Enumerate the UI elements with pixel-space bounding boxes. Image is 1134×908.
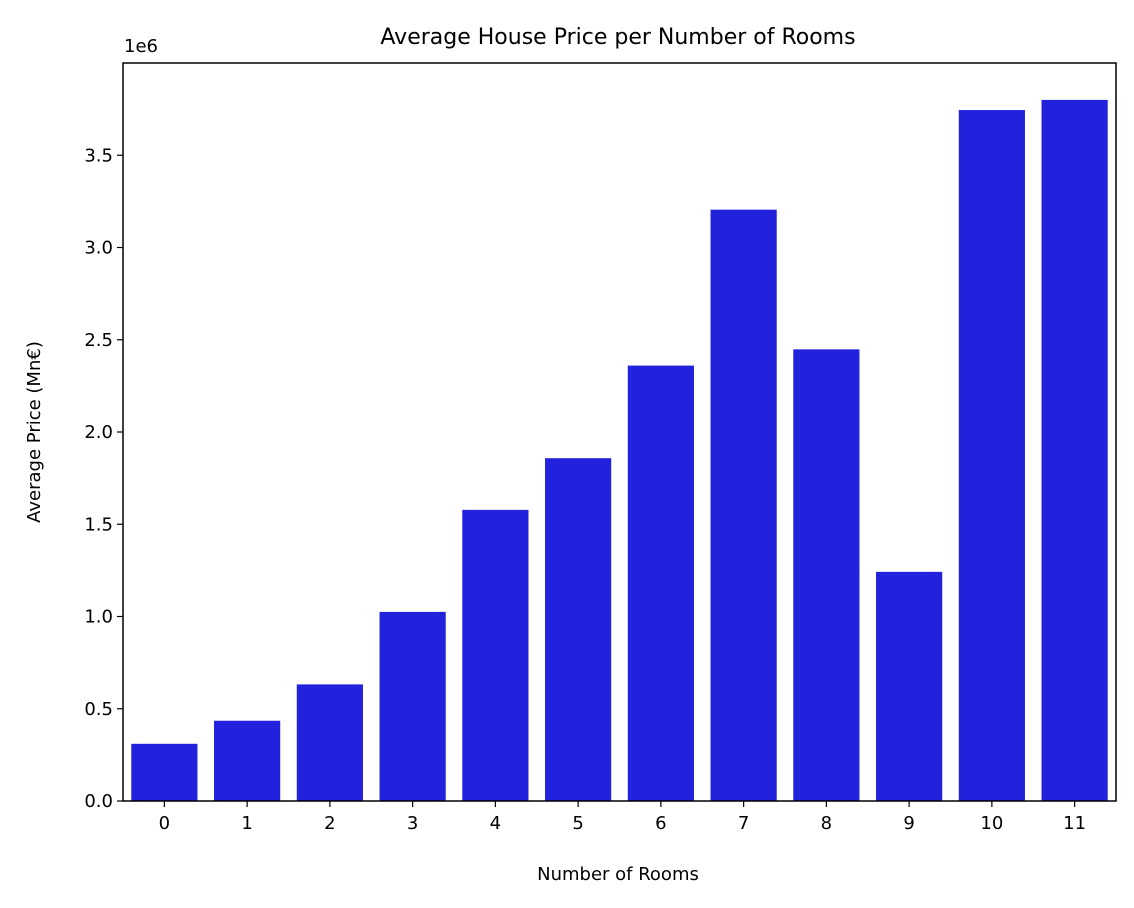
y-tick-label: 1.0: [84, 607, 113, 628]
x-tick-label: 11: [1063, 813, 1086, 834]
x-tick-label: 2: [324, 813, 335, 834]
x-tick-label: 1: [241, 813, 252, 834]
y-ticks-group: 0.0 0.5 1.0 1.5 2.0 2.5 3.0 3.5: [84, 145, 123, 812]
y-tick-label: 1.5: [84, 514, 113, 535]
y-axis-label: Average Price (Mn€): [24, 341, 45, 523]
bar-1: [214, 720, 281, 801]
y-tick-label: 3.5: [84, 145, 113, 166]
x-tick-label: 3: [407, 813, 418, 834]
bar-5: [545, 458, 612, 801]
y-tick-label: 3.0: [84, 238, 113, 259]
x-axis-label: Number of Rooms: [537, 864, 699, 885]
y-offset-label: 1e6: [124, 36, 158, 57]
x-ticks-group: 0 1 2 3 4 5 6 7 8 9 10 11: [159, 801, 1086, 834]
bars-group: [131, 99, 1108, 802]
x-tick-label: 5: [572, 813, 583, 834]
bar-4: [462, 509, 529, 801]
x-tick-label: 6: [655, 813, 666, 834]
chart-title: Average House Price per Number of Rooms: [380, 25, 855, 50]
x-tick-label: 10: [980, 813, 1003, 834]
bar-7: [710, 209, 777, 802]
y-tick-label: 0.0: [84, 791, 113, 812]
y-tick-label: 0.5: [84, 699, 113, 720]
x-tick-label: 8: [821, 813, 832, 834]
y-tick-label: 2.5: [84, 330, 113, 351]
bar-3: [379, 611, 446, 801]
x-tick-label: 4: [490, 813, 501, 834]
bar-6: [627, 365, 694, 801]
bar-10: [958, 110, 1025, 802]
x-tick-label: 0: [159, 813, 170, 834]
bar-11: [1041, 99, 1108, 801]
bar-8: [793, 349, 860, 801]
x-tick-label: 9: [903, 813, 914, 834]
plot-frame: [122, 62, 1117, 802]
y-tick-label: 2.0: [84, 422, 113, 443]
bar-9: [876, 571, 943, 801]
x-tick-label: 7: [738, 813, 749, 834]
bar-2: [296, 684, 363, 801]
bar-0: [131, 743, 198, 801]
